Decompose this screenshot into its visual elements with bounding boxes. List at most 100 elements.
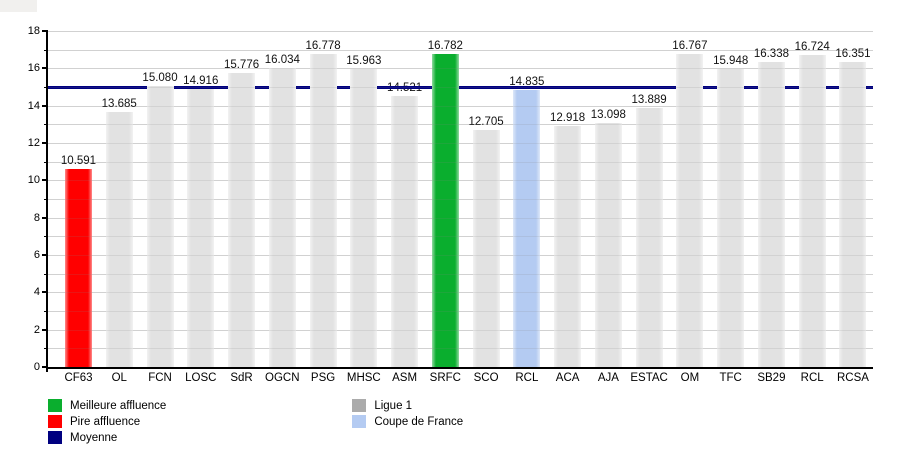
- y-major-tick: [42, 104, 48, 107]
- gridline: [48, 68, 873, 70]
- bar-value-label: 13.098: [590, 108, 626, 121]
- bar-LOSC: [187, 88, 215, 368]
- bar-value-label: 16.338: [753, 48, 789, 61]
- gridline: [48, 255, 873, 256]
- best-attendance-swatch-icon: [48, 399, 62, 412]
- coupe-de-france-swatch-icon: [352, 415, 367, 428]
- gridline: [48, 348, 873, 350]
- legend-label-meilleure: Meilleure affluence: [70, 399, 167, 412]
- x-tick-label-SdR: SdR: [230, 372, 253, 384]
- x-tick-label-SB29: SB29: [757, 372, 786, 384]
- y-major-tick: [42, 142, 48, 144]
- bar-ASM: [391, 95, 419, 368]
- mean-line: [48, 85, 873, 89]
- x-tick-label-TFC: TFC: [719, 372, 742, 384]
- gridline-over-bars: [48, 161, 873, 163]
- y-major-tick: [42, 328, 48, 331]
- x-tick-label-OM: OM: [680, 372, 700, 384]
- gridline-over-bars: [48, 105, 873, 107]
- gridline-over-bars: [48, 199, 873, 200]
- bar-SRFC: [431, 53, 459, 368]
- legend-item-coupe: Coupe de France: [352, 415, 463, 428]
- gridline-over-bars: [48, 348, 873, 350]
- bar-OGCN: [268, 67, 296, 368]
- x-tick-label-SCO: SCO: [473, 372, 499, 384]
- gridline-over-bars: [48, 143, 873, 144]
- x-tick-label-SRFC: SRFC: [429, 372, 461, 384]
- gridline-over-bars: [48, 124, 873, 126]
- x-tick-label-OL: OL: [111, 372, 127, 384]
- x-tick-label-LOSC: LOSC: [185, 372, 217, 384]
- bar-RCL: [513, 90, 541, 367]
- bar-value-label: 14.835: [509, 76, 545, 89]
- mean-line-swatch-icon: [48, 431, 62, 444]
- bar-AJA: [594, 122, 622, 368]
- bar-RCL: [798, 54, 826, 368]
- bar-SdR: [228, 72, 256, 368]
- gridline: [48, 273, 873, 275]
- bar-SCO: [472, 129, 500, 368]
- bar-SB29: [757, 62, 785, 367]
- x-tick-label-PSG: PSG: [310, 372, 336, 384]
- gridline-over-bars: [48, 311, 873, 312]
- gridline: [48, 105, 873, 107]
- y-tick-label: 14: [27, 99, 40, 112]
- x-tick-label-FCN: FCN: [148, 372, 172, 384]
- gridline-over-bars: [48, 217, 873, 219]
- gridline: [48, 143, 873, 144]
- x-tick-label-ESTAC: ESTAC: [630, 372, 668, 384]
- gridline-over-bars: [48, 180, 873, 182]
- gridline-over-bars: [48, 329, 873, 331]
- x-tick-label-OGCN: OGCN: [265, 372, 300, 384]
- ligue1-swatch-icon: [352, 399, 367, 412]
- y-major-tick: [42, 216, 48, 219]
- bar-CF63: [65, 169, 92, 367]
- bar-value-label: 12.918: [550, 111, 586, 124]
- gridline-over-bars: [48, 87, 873, 88]
- gridline: [48, 180, 873, 182]
- bar-value-label: 13.889: [631, 93, 667, 106]
- legend-item-moyenne: Moyenne: [48, 431, 166, 444]
- bar-value-label: 15.080: [142, 71, 178, 84]
- bar-ESTAC: [635, 107, 663, 368]
- bar-value-label: 16.724: [794, 40, 830, 53]
- gridline-over-bars: [48, 31, 873, 32]
- x-tick-label-RCSA: RCSA: [836, 372, 869, 384]
- bar-RCSA: [839, 61, 867, 368]
- bar-value-label: 10.591: [60, 155, 97, 168]
- bar-value-label: 16.034: [264, 53, 300, 66]
- gridline-over-bars: [48, 236, 873, 238]
- corner-artifact: [0, 0, 37, 12]
- y-major-tick: [42, 67, 48, 70]
- x-tick-label-AJA: AJA: [597, 372, 619, 384]
- x-tick-label-RCL: RCL: [515, 372, 539, 384]
- gridline: [48, 329, 873, 331]
- y-tick-label: 16: [27, 62, 40, 75]
- x-tick-label-ACA: ACA: [555, 372, 580, 384]
- bar-value-label: 15.776: [223, 58, 260, 71]
- bar-value-label: 15.948: [713, 55, 749, 68]
- x-tick-label-RCL: RCL: [800, 372, 824, 384]
- bar-value-label: 16.767: [672, 40, 708, 53]
- bar-value-label: 16.351: [835, 47, 871, 60]
- bar-TFC: [717, 69, 745, 367]
- bar-OL: [105, 111, 133, 368]
- bar-ACA: [554, 125, 582, 368]
- gridline: [48, 292, 873, 294]
- legend-label-ligue1: Ligue 1: [374, 399, 413, 412]
- legend-label-coupe: Coupe de France: [374, 415, 464, 428]
- legend-item-ligue1: Ligue 1: [352, 399, 463, 412]
- gridline-over-bars: [48, 49, 873, 51]
- gridline: [48, 161, 873, 163]
- y-major-tick: [42, 30, 48, 32]
- y-major-tick: [42, 291, 48, 294]
- bar-value-label: 12.705: [468, 115, 504, 128]
- y-axis: [46, 31, 48, 372]
- worst-attendance-swatch-icon: [48, 415, 62, 428]
